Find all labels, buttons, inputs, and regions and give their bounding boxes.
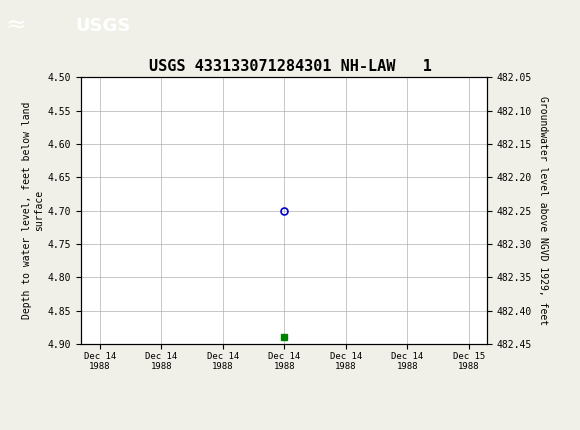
Text: USGS: USGS	[75, 17, 130, 35]
Y-axis label: Depth to water level, feet below land
surface: Depth to water level, feet below land su…	[22, 102, 44, 319]
Text: ≈: ≈	[6, 14, 27, 38]
Text: USGS 433133071284301 NH-LAW   1: USGS 433133071284301 NH-LAW 1	[148, 59, 432, 74]
Y-axis label: Groundwater level above NGVD 1929, feet: Groundwater level above NGVD 1929, feet	[538, 96, 548, 325]
